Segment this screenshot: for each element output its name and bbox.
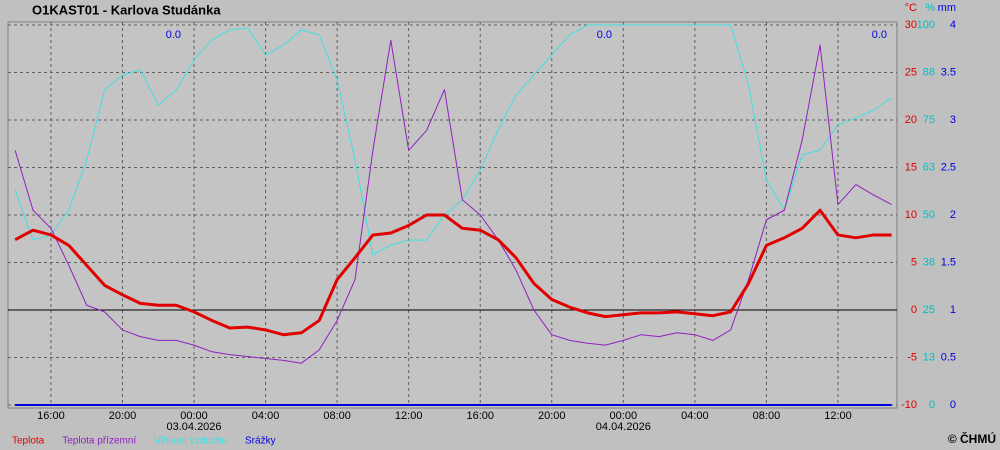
x-tick-label: 04:00	[252, 410, 280, 422]
y-tick-label: 63	[923, 161, 935, 173]
chart-title: O1KAST01 - Karlova Studánka	[32, 2, 221, 17]
y-tick-label: 20	[905, 114, 917, 126]
legend-entry: Srážky	[245, 436, 276, 447]
y-tick-label: 13	[923, 351, 935, 363]
series-line	[14, 24, 892, 256]
y-tick-label: 1	[950, 304, 956, 316]
x-tick-label: 12:00	[824, 410, 852, 422]
annotation: 0.0	[872, 29, 887, 41]
y-tick-label: 2	[950, 209, 956, 221]
x-tick-label: 12:00	[395, 410, 423, 422]
annotation: 0.0	[597, 29, 612, 41]
x-tick-label: 20:00	[538, 410, 566, 422]
axis-unit: %	[925, 2, 935, 14]
y-tick-label: 0.5	[941, 351, 956, 363]
y-tick-label: 0	[929, 399, 935, 411]
series-line	[14, 208, 892, 337]
y-tick-label: 15	[905, 161, 917, 173]
annotation: 0.0	[166, 29, 181, 41]
y-tick-label: 4	[950, 19, 956, 31]
y-tick-label: 0	[950, 399, 956, 411]
date-label: 03.04.2026	[166, 421, 221, 433]
y-tick-label: 5	[911, 256, 917, 268]
y-tick-label: 25	[923, 304, 935, 316]
y-tick-label: 100	[917, 19, 935, 31]
legend-entry: Teplota přízemní	[62, 436, 136, 447]
x-tick-label: 04:00	[681, 410, 709, 422]
y-tick-label: 10	[905, 209, 917, 221]
y-tick-label: 88	[923, 66, 935, 78]
legend-entry: Vlhkost vzduchu	[154, 436, 227, 447]
legend-entry: Teplota	[12, 436, 45, 447]
y-tick-label: -10	[901, 399, 917, 411]
y-tick-label: 0	[911, 304, 917, 316]
x-tick-label: 20:00	[109, 410, 137, 422]
y-tick-label: 1.5	[941, 256, 956, 268]
y-tick-label: 38	[923, 256, 935, 268]
x-tick-label: 16:00	[466, 410, 494, 422]
axis-unit: mm	[938, 2, 956, 14]
date-label: 04.04.2026	[596, 421, 651, 433]
x-tick-label: 08:00	[323, 410, 351, 422]
y-tick-label: 25	[905, 66, 917, 78]
x-tick-label: 00:00	[610, 410, 638, 422]
y-tick-label: 30	[905, 19, 917, 31]
y-tick-label: -5	[907, 351, 917, 363]
y-tick-label: 3	[950, 114, 956, 126]
x-tick-label: 00:00	[180, 410, 208, 422]
y-tick-label: 3.5	[941, 66, 956, 78]
y-tick-label: 2.5	[941, 161, 956, 173]
y-tick-label: 75	[923, 114, 935, 126]
axis-unit: °C	[905, 2, 917, 14]
x-tick-label: 08:00	[753, 410, 781, 422]
x-tick-label: 16:00	[37, 410, 65, 422]
copyright: © ČHMÚ	[948, 431, 996, 446]
y-tick-label: 50	[923, 209, 935, 221]
